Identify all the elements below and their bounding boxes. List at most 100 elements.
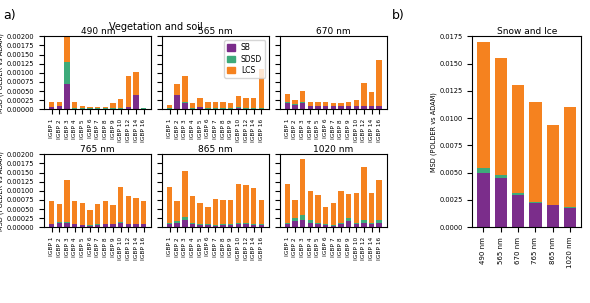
Bar [259, 69, 264, 108]
Bar [346, 102, 351, 106]
Bar [87, 225, 93, 226]
Bar [315, 102, 320, 106]
Bar [182, 171, 188, 217]
Bar [251, 188, 257, 224]
Bar [57, 222, 62, 223]
Bar [244, 108, 249, 109]
Bar [190, 103, 195, 108]
Bar [198, 224, 203, 225]
Bar [167, 108, 172, 109]
Bar [353, 193, 359, 223]
Bar [190, 222, 195, 224]
Bar [330, 226, 336, 227]
Bar [512, 85, 524, 193]
Bar [323, 207, 328, 224]
Bar [49, 107, 54, 109]
Bar [95, 107, 100, 108]
Bar [182, 76, 188, 102]
Bar [323, 224, 328, 225]
Bar [118, 222, 123, 223]
Bar [167, 105, 172, 108]
Bar [361, 167, 366, 220]
Bar [87, 107, 93, 108]
Bar [564, 207, 576, 208]
Bar [118, 187, 123, 222]
Bar [213, 225, 218, 226]
Bar [284, 184, 290, 222]
Bar [376, 106, 382, 109]
Y-axis label: MSD (POLDER vs ADAM): MSD (POLDER vs ADAM) [0, 151, 4, 231]
Bar [64, 222, 70, 227]
Bar [57, 102, 62, 106]
Bar [198, 98, 203, 107]
Bar [547, 205, 559, 227]
Bar [175, 84, 180, 95]
Bar [182, 103, 188, 109]
Bar [564, 107, 576, 207]
Bar [72, 108, 77, 109]
Title: 1020 nm: 1020 nm [313, 145, 353, 154]
Bar [284, 103, 290, 109]
Bar [346, 218, 351, 221]
Bar [284, 102, 290, 103]
Bar [167, 222, 172, 224]
Bar [244, 224, 249, 227]
Bar [251, 108, 257, 109]
Bar [346, 106, 351, 109]
Bar [307, 220, 313, 223]
Title: 670 nm: 670 nm [316, 27, 350, 35]
Bar [64, 62, 70, 84]
Bar [307, 191, 313, 220]
Bar [80, 225, 85, 227]
Bar [330, 103, 336, 106]
Title: 865 nm: 865 nm [198, 145, 233, 154]
Bar [126, 76, 131, 107]
Bar [284, 224, 290, 227]
Bar [167, 224, 172, 227]
Bar [175, 201, 180, 221]
Bar [118, 223, 123, 227]
Bar [300, 215, 305, 220]
Bar [80, 108, 85, 109]
Bar [103, 108, 108, 109]
Bar [376, 60, 382, 106]
Bar [369, 224, 374, 227]
Bar [330, 225, 336, 226]
Bar [284, 94, 290, 102]
Bar [103, 201, 108, 224]
Bar [236, 96, 241, 107]
Bar [292, 105, 297, 109]
Bar [205, 207, 211, 224]
Bar [167, 187, 172, 222]
Bar [236, 107, 241, 108]
Bar [57, 223, 62, 227]
Bar [141, 201, 146, 224]
Bar [512, 195, 524, 227]
Bar [338, 106, 343, 109]
Bar [72, 224, 77, 227]
Bar [315, 223, 320, 224]
Bar [259, 108, 264, 109]
Bar [315, 106, 320, 109]
Bar [338, 191, 343, 223]
Text: a): a) [3, 9, 15, 22]
Bar [57, 106, 62, 109]
Bar [175, 95, 180, 109]
Bar [307, 106, 313, 109]
Bar [133, 72, 139, 95]
Bar [259, 224, 264, 225]
Bar [338, 103, 343, 106]
Bar [353, 106, 359, 109]
Bar [292, 218, 297, 221]
Title: Snow and Ice: Snow and Ice [497, 27, 557, 35]
Title: 765 nm: 765 nm [80, 145, 115, 154]
Bar [236, 184, 241, 222]
Bar [251, 224, 257, 225]
Bar [353, 224, 359, 227]
Legend: SB, SDSD, LCS: SB, SDSD, LCS [224, 40, 265, 78]
Bar [529, 203, 542, 227]
Bar [64, 84, 70, 109]
Bar [118, 99, 123, 108]
Bar [477, 168, 490, 173]
Bar [80, 106, 85, 108]
